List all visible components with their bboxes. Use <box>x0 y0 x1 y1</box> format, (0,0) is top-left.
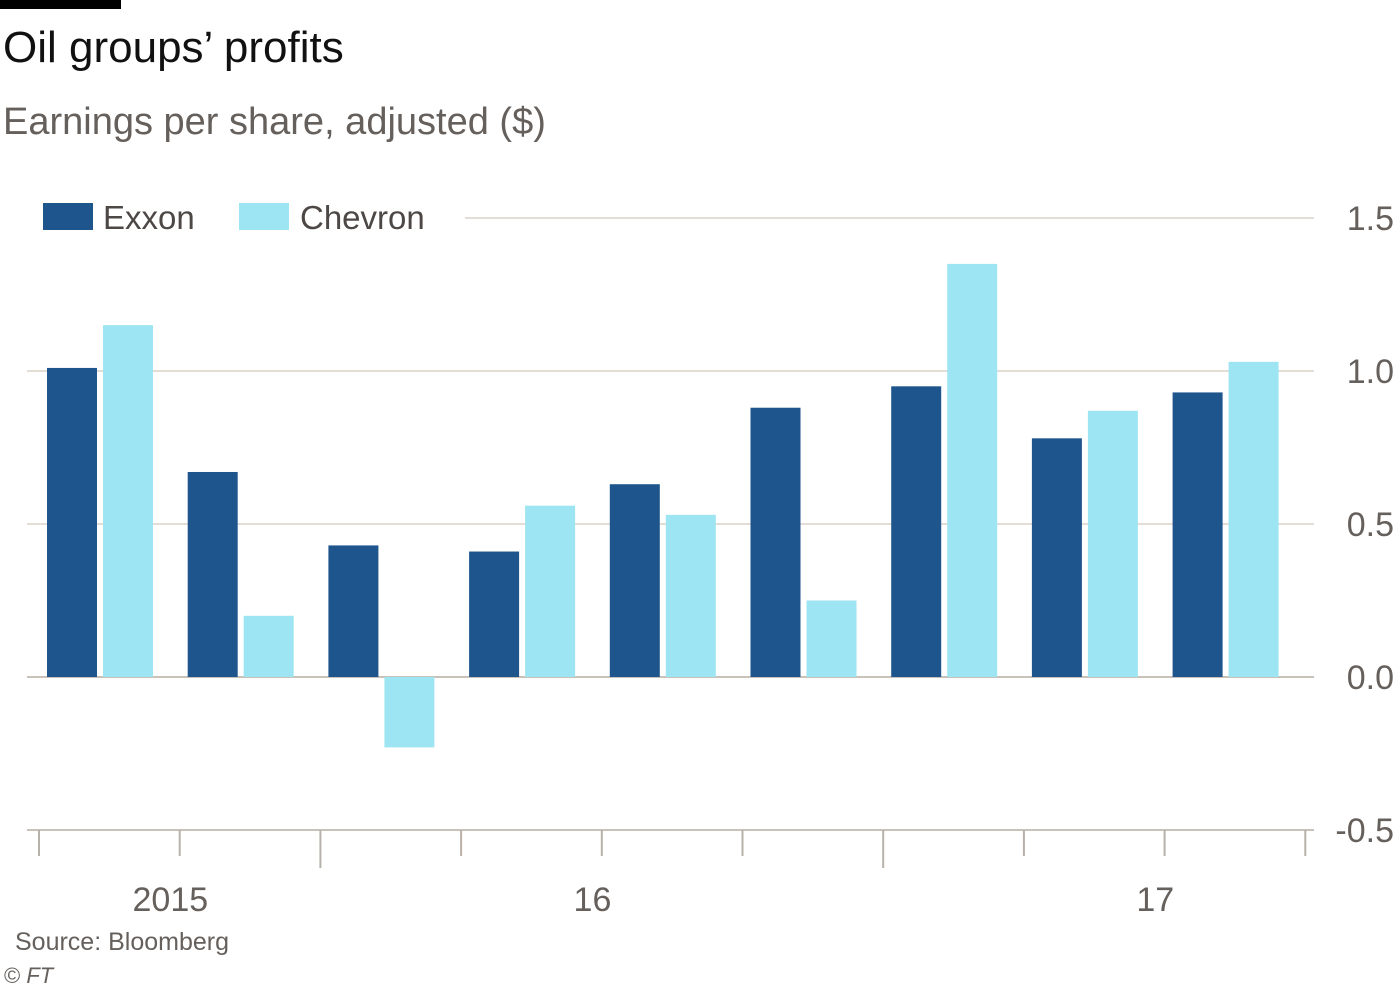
exxon-bar <box>609 484 660 677</box>
copyright-text: FT <box>26 963 54 988</box>
copyright-symbol: © <box>4 963 21 988</box>
legend: Exxon Chevron <box>43 199 425 236</box>
exxon-bar <box>750 407 801 677</box>
chevron-bar <box>1087 410 1138 677</box>
exxon-bar <box>891 386 942 677</box>
copyright-note: © FT <box>4 962 53 990</box>
y-tick-label: -0.5 <box>1335 812 1394 850</box>
chart-subtitle: Earnings per share, adjusted ($) <box>3 101 546 143</box>
exxon-bar <box>187 471 238 677</box>
exxon-legend-label: Exxon <box>103 199 195 236</box>
chevron-bar <box>103 325 153 677</box>
chevron-bar <box>665 514 716 677</box>
exxon-bar <box>1172 392 1223 677</box>
x-group-label: 17 <box>1136 881 1174 919</box>
x-axis: 2015 16 17 <box>38 830 1307 919</box>
chevron-bar <box>384 677 435 748</box>
chevron-bar <box>806 600 857 677</box>
x-group-label: 16 <box>574 881 612 919</box>
chart-title: Oil groups’ profits <box>3 23 344 72</box>
y-tick-label: 0.0 <box>1347 659 1394 697</box>
chevron-bar <box>947 263 998 677</box>
source-note: Source: Bloomberg <box>15 928 230 956</box>
x-group-label: 2015 <box>133 881 209 919</box>
brand-top-bar <box>0 0 121 9</box>
chevron-legend-swatch <box>239 203 289 230</box>
chevron-bar <box>1228 361 1279 677</box>
chevron-bar <box>525 505 576 677</box>
y-tick-label: 0.5 <box>1347 506 1394 544</box>
y-axis: 1.5 1.0 0.5 0.0 -0.5 <box>1335 200 1394 850</box>
exxon-legend-swatch <box>43 203 93 230</box>
y-tick-label: 1.5 <box>1347 200 1394 238</box>
exxon-bar <box>1031 438 1082 677</box>
chevron-legend-label: Chevron <box>300 199 425 236</box>
exxon-bar <box>469 551 520 677</box>
chevron-bar <box>243 615 294 677</box>
y-tick-label: 1.0 <box>1347 353 1394 391</box>
exxon-bar <box>47 367 97 677</box>
exxon-bar <box>328 545 379 677</box>
bars <box>47 263 1279 748</box>
